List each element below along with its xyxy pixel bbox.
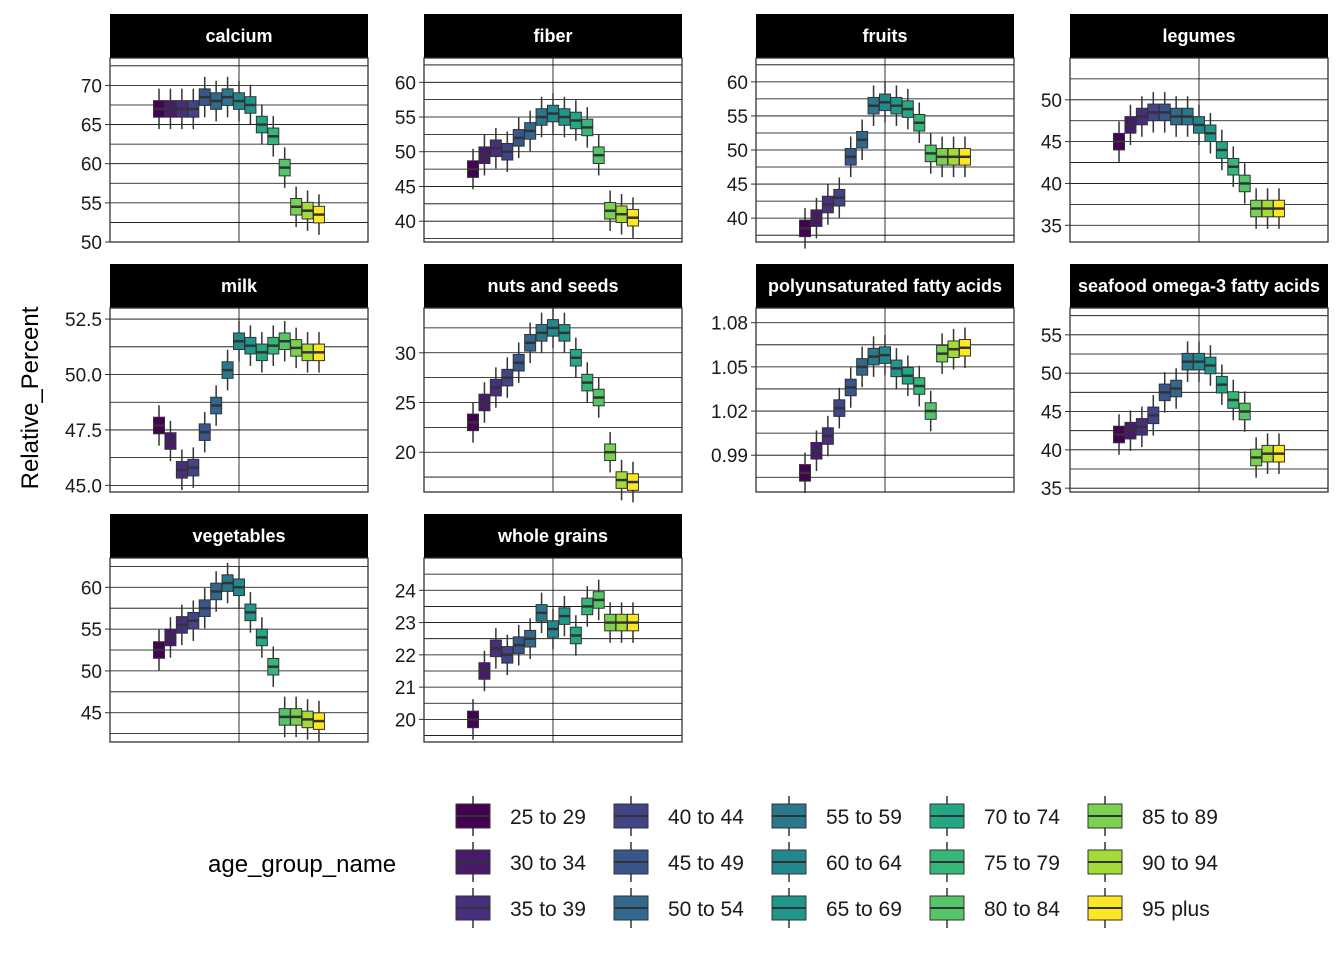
- y-tick-label: 40: [1041, 174, 1062, 195]
- panel-strip: [110, 14, 368, 58]
- y-tick-label: 45: [395, 177, 416, 198]
- y-tick-label: 50: [1041, 91, 1062, 112]
- panel-strip: [1070, 14, 1328, 58]
- panel-title: fruits: [863, 26, 908, 46]
- legend-label: 55 to 59: [826, 806, 902, 829]
- y-tick-label: 1.05: [711, 358, 748, 379]
- y-tick-label: 47.5: [65, 421, 102, 442]
- legend-label: 85 to 89: [1142, 806, 1218, 829]
- panel-title: nuts and seeds: [487, 276, 618, 296]
- y-tick-label: 40: [727, 209, 748, 230]
- y-tick-label: 1.02: [711, 402, 748, 423]
- legend-label: 50 to 54: [668, 898, 744, 921]
- y-tick-label: 20: [395, 710, 416, 731]
- y-tick-label: 60: [81, 155, 102, 176]
- legend-label: 30 to 34: [510, 852, 586, 875]
- y-tick-label: 55: [727, 107, 748, 128]
- legend-label: 60 to 64: [826, 852, 902, 875]
- legend-label: 65 to 69: [826, 898, 902, 921]
- legend-label: 75 to 79: [984, 852, 1060, 875]
- y-tick-label: 50: [727, 141, 748, 162]
- panel-border: [423, 57, 683, 243]
- panel-border: [1069, 57, 1329, 243]
- legend-label: 70 to 74: [984, 806, 1060, 829]
- y-tick-label: 50: [395, 143, 416, 164]
- y-tick-label: 50: [81, 662, 102, 683]
- panel-title: seafood omega-3 fatty acids: [1078, 276, 1320, 296]
- y-tick-label: 60: [395, 73, 416, 94]
- panel-title: calcium: [205, 26, 272, 46]
- y-tick-label: 60: [81, 578, 102, 599]
- y-tick-label: 45.0: [65, 476, 102, 497]
- panel-border: [1069, 307, 1329, 493]
- y-tick-label: 40: [1041, 441, 1062, 462]
- y-tick-label: 45: [1041, 403, 1062, 424]
- y-tick-label: 30: [395, 344, 416, 365]
- panel-title: polyunsaturated fatty acids: [768, 276, 1002, 296]
- panel-strip: [424, 264, 682, 308]
- panel-border: [109, 57, 369, 243]
- y-tick-label: 55: [81, 194, 102, 215]
- panel-border: [423, 307, 683, 493]
- panel-strip: [756, 264, 1014, 308]
- legend-label: 45 to 49: [668, 852, 744, 875]
- y-tick-label: 35: [1041, 479, 1062, 500]
- y-tick-label: 1.08: [711, 314, 748, 335]
- panel-border: [109, 557, 369, 743]
- panel-title: whole grains: [497, 526, 608, 546]
- y-tick-label: 25: [395, 393, 416, 414]
- y-tick-label: 55: [395, 108, 416, 129]
- panel-strip: [756, 14, 1014, 58]
- y-tick-label: 35: [1041, 216, 1062, 237]
- y-tick-label: 50.0: [65, 366, 102, 387]
- y-tick-label: 45: [727, 175, 748, 196]
- y-tick-label: 24: [395, 581, 417, 602]
- y-tick-label: 50: [1041, 364, 1062, 385]
- panel-border: [755, 57, 1015, 243]
- y-tick-label: 52.5: [65, 310, 102, 331]
- y-tick-label: 40: [395, 212, 416, 233]
- legend-label: 80 to 84: [984, 898, 1060, 921]
- y-tick-label: 65: [81, 116, 102, 137]
- y-tick-label: 55: [1041, 326, 1062, 347]
- legend-label: 95 plus: [1142, 898, 1210, 921]
- panel-border: [109, 307, 369, 493]
- legend-label: 25 to 29: [510, 806, 586, 829]
- y-tick-label: 20: [395, 443, 416, 464]
- y-tick-label: 21: [395, 678, 416, 699]
- legend-label: 35 to 39: [510, 898, 586, 921]
- y-tick-label: 55: [81, 620, 102, 641]
- panel-strip: [110, 264, 368, 308]
- panel-strip: [424, 14, 682, 58]
- y-tick-label: 45: [1041, 133, 1062, 154]
- y-tick-label: 50: [81, 233, 102, 254]
- legend-title: age_group_name: [208, 851, 396, 878]
- panel-border: [423, 557, 683, 743]
- y-axis-title: Relative_Percent: [17, 306, 44, 489]
- panel-strip: [110, 514, 368, 558]
- panel-title: vegetables: [192, 526, 285, 546]
- y-tick-label: 70: [81, 76, 102, 97]
- panel-strip: [1070, 264, 1328, 308]
- panel-title: fiber: [533, 26, 572, 46]
- panel-strip: [424, 514, 682, 558]
- y-tick-label: 45: [81, 704, 102, 725]
- panel-border: [755, 307, 1015, 493]
- y-tick-label: 60: [727, 73, 748, 94]
- legend-label: 90 to 94: [1142, 852, 1218, 875]
- y-tick-label: 0.99: [711, 446, 748, 467]
- y-tick-label: 23: [395, 614, 416, 635]
- y-tick-label: 22: [395, 646, 416, 667]
- panel-title: legumes: [1162, 26, 1235, 46]
- panel-title: milk: [221, 276, 258, 296]
- legend-label: 40 to 44: [668, 806, 744, 829]
